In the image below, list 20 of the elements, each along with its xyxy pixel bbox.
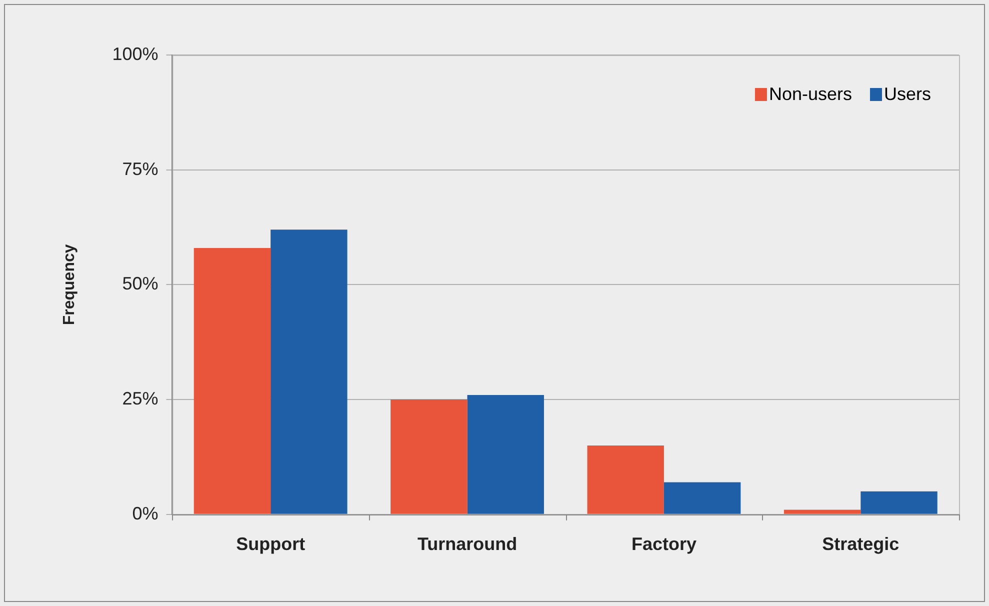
legend-label: Non-users [768,84,852,104]
y-tick-label: 75% [122,158,158,179]
x-tick-label: Support [236,534,306,554]
bar [194,248,271,514]
y-tick-label: 25% [122,388,158,409]
x-tick-label: Strategic [822,534,900,554]
bar [587,445,664,514]
bar [784,510,861,514]
legend-label: Users [884,84,932,104]
bar [860,491,938,514]
x-tick-label: Factory [631,534,696,554]
bar [270,230,348,514]
bar [390,400,468,514]
y-tick-label: 0% [132,503,158,524]
y-tick-label: 100% [112,44,158,64]
bar [664,482,741,514]
x-tick-label: Turnaround [417,534,518,554]
y-tick-label: 50% [122,274,158,294]
bar [467,394,544,514]
y-axis-title: Frequency [61,244,78,326]
